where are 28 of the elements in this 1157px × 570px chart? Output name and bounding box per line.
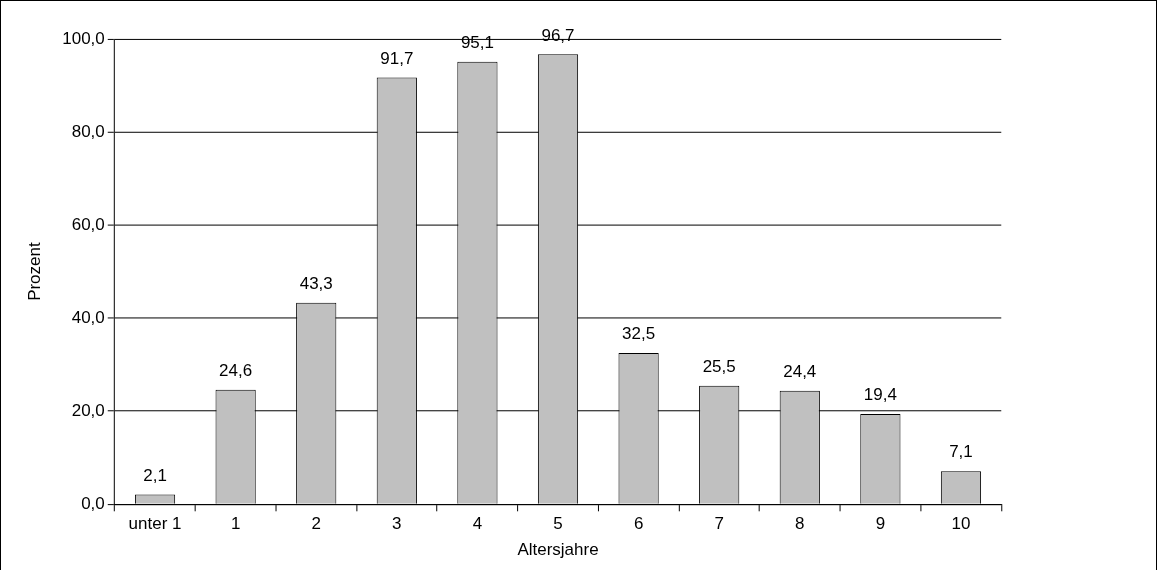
data-label: 2,1 [143,465,167,485]
data-label: 25,5 [702,356,736,376]
y-tick-label: 80,0 [71,121,105,141]
y-axis-title: Prozent [24,242,44,301]
x-tick-label: 9 [875,514,886,534]
x-tick-label: 7 [714,514,724,534]
x-tick-label: 5 [553,514,563,534]
y-tick-label: 20,0 [71,400,105,420]
x-tick-label: 3 [392,514,402,534]
x-tick-label: 6 [633,514,644,534]
x-tick-label: unter 1 [128,514,182,534]
x-tick-label: 4 [472,514,483,534]
data-label: 7,1 [949,442,973,462]
data-label: 43,3 [299,274,333,294]
data-label: 19,4 [863,385,897,405]
x-tick-label: 2 [311,514,321,534]
y-tick-label: 0,0 [81,493,105,513]
x-tick-label: 8 [795,514,805,534]
x-tick-label: 10 [951,514,971,534]
data-label: 24,6 [219,361,253,381]
data-label: 32,5 [622,324,656,344]
data-label: 91,7 [380,48,414,68]
y-tick-label: 60,0 [71,214,105,234]
data-label: 24,4 [783,361,817,381]
x-tick-label: 1 [230,514,241,534]
y-tick-label: 40,0 [71,307,105,327]
x-axis-title: Altersjahre [517,539,599,559]
y-tick-label: 100,0 [62,28,105,48]
